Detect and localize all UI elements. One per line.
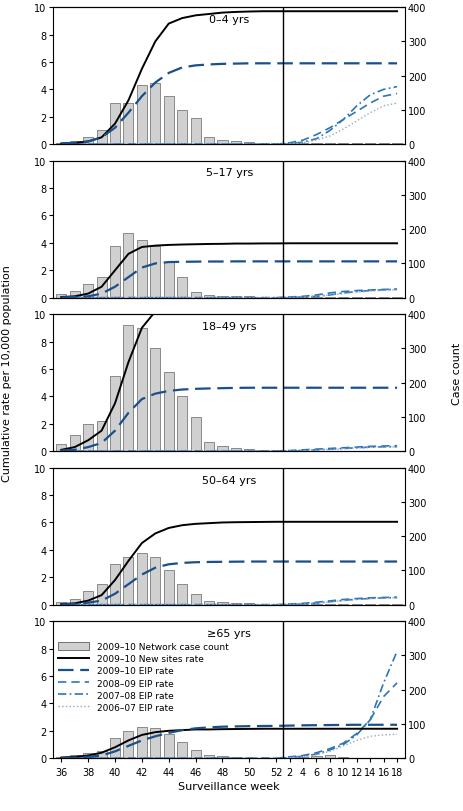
Bar <box>70 599 80 605</box>
Bar <box>97 278 106 298</box>
Bar <box>191 418 200 452</box>
Bar <box>177 742 187 758</box>
Bar <box>164 734 174 758</box>
Bar <box>124 104 133 145</box>
Bar <box>338 757 348 758</box>
Bar <box>244 143 254 145</box>
Bar <box>258 450 268 452</box>
Bar <box>83 591 93 605</box>
X-axis label: Surveillance week: Surveillance week <box>178 782 280 792</box>
Text: Case count: Case count <box>452 342 462 404</box>
Bar <box>110 247 120 298</box>
Bar <box>137 727 147 758</box>
Bar <box>110 738 120 758</box>
Bar <box>177 278 187 298</box>
Bar <box>231 297 241 298</box>
Bar <box>56 757 66 758</box>
Bar <box>137 553 147 605</box>
Bar <box>150 247 160 298</box>
Bar <box>312 144 321 145</box>
Bar <box>97 422 106 452</box>
Bar <box>231 757 241 758</box>
Text: 0–4 yrs: 0–4 yrs <box>209 15 249 25</box>
Bar <box>325 144 335 145</box>
Bar <box>218 446 227 452</box>
Bar <box>191 750 200 758</box>
Bar <box>244 449 254 452</box>
Bar <box>150 557 160 605</box>
Bar <box>97 131 106 145</box>
Legend: 2009–10 Network case count, 2009–10 New sites rate, 2009–10 EIP rate, 2008–09 EI: 2009–10 Network case count, 2009–10 New … <box>58 642 228 712</box>
Bar <box>110 564 120 605</box>
Bar <box>218 756 227 758</box>
Bar <box>137 241 147 298</box>
Bar <box>97 752 106 758</box>
Bar <box>271 144 281 145</box>
Bar <box>70 436 80 452</box>
Bar <box>124 326 133 452</box>
Bar <box>191 293 200 298</box>
Bar <box>244 297 254 298</box>
Bar <box>204 756 214 758</box>
Bar <box>177 585 187 605</box>
Bar <box>137 86 147 145</box>
Bar <box>124 557 133 605</box>
Bar <box>204 295 214 298</box>
Bar <box>83 138 93 145</box>
Bar <box>164 372 174 452</box>
Text: ≥65 yrs: ≥65 yrs <box>207 629 251 638</box>
Bar <box>164 571 174 605</box>
Bar <box>70 291 80 298</box>
Bar <box>218 603 227 605</box>
Bar <box>150 728 160 758</box>
Bar <box>191 594 200 605</box>
Bar <box>56 603 66 605</box>
Bar <box>177 397 187 452</box>
Bar <box>271 450 281 452</box>
Bar <box>244 603 254 605</box>
Text: Cumulative rate per 10,000 population: Cumulative rate per 10,000 population <box>2 264 13 482</box>
Bar <box>97 585 106 605</box>
Bar <box>312 756 321 758</box>
Bar <box>56 144 66 145</box>
Bar <box>110 376 120 452</box>
Bar <box>83 753 93 758</box>
Text: 50–64 yrs: 50–64 yrs <box>202 475 257 485</box>
Bar <box>204 442 214 452</box>
Bar <box>204 138 214 145</box>
Bar <box>150 84 160 145</box>
Bar <box>298 757 308 758</box>
Text: 5–17 yrs: 5–17 yrs <box>206 168 253 178</box>
Bar <box>137 328 147 452</box>
Text: 18–49 yrs: 18–49 yrs <box>202 322 257 332</box>
Bar <box>150 349 160 452</box>
Bar <box>56 294 66 298</box>
Bar <box>70 142 80 145</box>
Bar <box>325 756 335 758</box>
Bar <box>218 296 227 298</box>
Bar <box>124 234 133 298</box>
Bar <box>231 603 241 605</box>
Bar <box>70 756 80 758</box>
Bar <box>204 601 214 605</box>
Bar <box>83 285 93 298</box>
Bar <box>124 731 133 758</box>
Bar <box>218 141 227 145</box>
Bar <box>231 142 241 145</box>
Bar <box>177 111 187 145</box>
Bar <box>231 449 241 452</box>
Bar <box>83 424 93 452</box>
Bar <box>164 97 174 145</box>
Bar <box>191 119 200 145</box>
Bar <box>164 263 174 298</box>
Bar <box>110 104 120 145</box>
Bar <box>56 444 66 452</box>
Bar <box>258 144 268 145</box>
